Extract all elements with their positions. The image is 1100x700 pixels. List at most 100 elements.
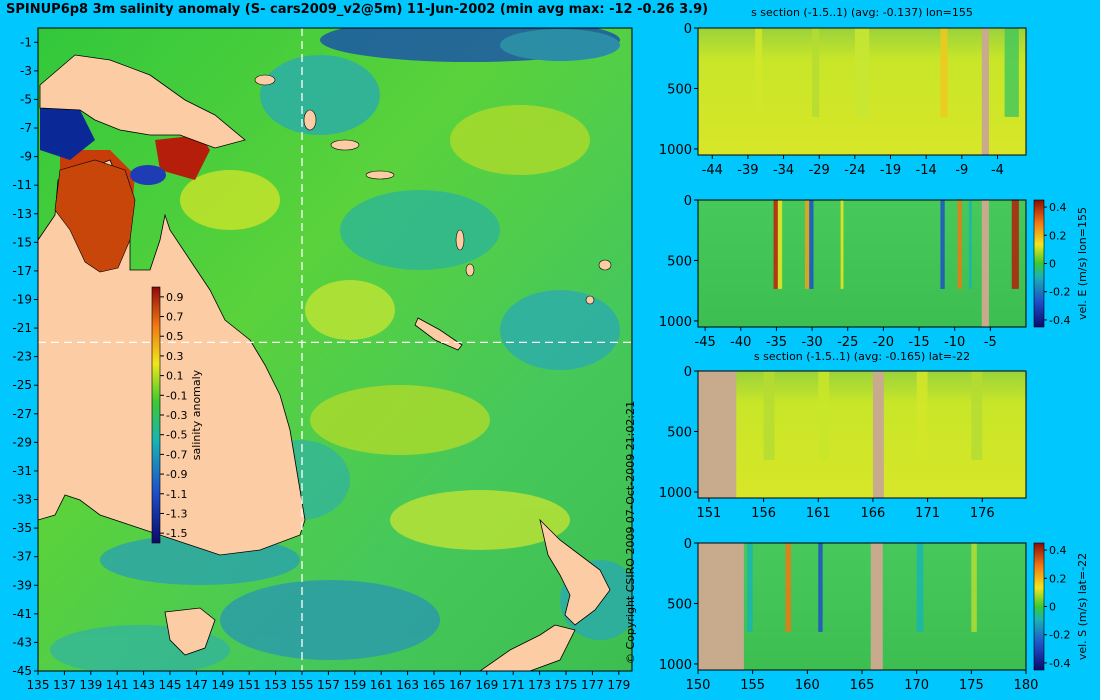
section-x-tick-label: -30 [801,335,822,350]
section-streak [747,543,753,632]
png-anomaly-blue [40,100,95,160]
land-islands [254,74,612,305]
section-y-tick-label: 500 [667,425,692,440]
colorbar-tick-label: -0.5 [166,429,187,442]
section-streak [1011,200,1019,289]
land-new-zealand-north [539,518,611,626]
map-y-tick-label: -29 [12,435,32,449]
map-x-tick-label: 177 [581,678,604,692]
colorbar-tick-label: -0.7 [166,448,187,461]
section-x-tick-label: 180 [1014,678,1039,693]
section-y-tick-label: 1000 [659,315,692,330]
velocity-colorbar [1033,199,1045,328]
section-y-tick-label: 0 [684,365,692,380]
colorbar-tick-label: -0.9 [166,468,187,481]
section-x-tick-label: 155 [740,678,765,693]
velocity-colorbar-tick-label: -0.2 [1049,286,1070,299]
section-streak [777,200,783,289]
section-x-tick-label: -34 [773,163,794,178]
section-x-tick-label: -39 [737,163,758,178]
seabed-column [872,371,884,498]
map-x-tick-label: 163 [396,678,419,692]
section-x-tick-label: 176 [970,506,995,521]
velocity-colorbar-tick-label: -0.4 [1049,657,1070,670]
map-x-tick-label: 175 [555,678,578,692]
colorbar-tick-label: -0.3 [166,409,187,422]
salinity-colorbar-gradient [151,286,161,544]
map-y-tick-label: -1 [20,35,32,49]
section-field [698,371,1026,498]
section-x-tick-label: -20 [873,335,894,350]
section-y-tick-label: 0 [684,537,692,552]
colorbar-tick-label: -1.3 [166,507,187,520]
section-x-tick-label: -9 [955,163,968,178]
section-x-tick-label: -45 [695,335,716,350]
map-y-tick-label: -11 [12,178,32,192]
seabed-column [981,28,989,155]
section-y-tick-label: 1000 [659,658,692,673]
velocity-colorbar [1033,542,1045,671]
map-y-tick-label: -7 [20,121,32,135]
section-x-tick-label: 160 [795,678,820,693]
map-y-tick-label: -13 [12,207,32,221]
map-x-tick-label: 169 [475,678,498,692]
section-y-tick-label: 0 [684,194,692,209]
png-anomaly-red [155,135,210,180]
map-y-tick-label: -37 [12,550,32,564]
section-x-tick-label: 165 [850,678,875,693]
section-title: s section (-1.5..1) (avg: -0.165) lat=-2… [754,350,970,363]
section-x-tick-label: 166 [861,506,886,521]
section-streak [785,543,791,632]
velocity-colorbar-tick-label: 0 [1049,258,1056,271]
section-streak [971,543,977,632]
section-streak [968,200,972,289]
velocity-colorbar-label: vel. S (m/s) lat=-22 [1076,553,1089,660]
section-x-tick-label: -40 [730,335,751,350]
section-x-tick-label: 150 [686,678,711,693]
ocean-eddies [50,28,632,671]
section-streak [854,28,870,117]
map-x-tick-label: 141 [106,678,129,692]
map-y-tick-label: -15 [12,235,32,249]
section-y-tick-label: 0 [684,22,692,37]
section-y-tick-label: 1000 [659,486,692,501]
map-y-tick-label: -23 [12,350,32,364]
section-y-tick-label: 500 [667,254,692,269]
velocity-colorbar-tick-label: 0.2 [1049,572,1067,585]
section-streak [763,371,775,460]
section-streak [818,543,823,632]
section-streak [971,371,983,460]
section-x-tick-label: -19 [880,163,901,178]
map-x-tick-label: 149 [211,678,234,692]
section-streak [773,200,778,289]
section-panels: s section (-1.5..1) (avg: -0.137) lon=15… [659,6,1089,693]
section-x-tick-label: 161 [806,506,831,521]
section-y-tick-label: 1000 [659,143,692,158]
velocity-colorbar-label: vel. E (m/s) lon=155 [1076,207,1089,320]
map-y-tick-label: -41 [12,607,32,621]
section-x-tick-label: 151 [697,506,722,521]
section-streak [940,200,945,289]
section-streak [812,28,820,117]
velocity-colorbar-tick-label: -0.4 [1049,314,1070,327]
section-streak [957,200,962,289]
map-x-tick-label: 161 [370,678,393,692]
map-y-tick-label: -19 [12,292,32,306]
section-y-tick-label: 500 [667,82,692,97]
map-x-tick-label: 135 [27,678,50,692]
velocity-colorbar-tick-label: 0.4 [1049,201,1067,214]
section-field [698,200,1026,327]
section-title: s section (-1.5..1) (avg: -0.137) lon=15… [751,6,973,19]
colorbar-tick-label: 0.3 [166,350,184,363]
colorbar-tick-label: 0.7 [166,311,184,324]
map-y-tick-label: -35 [12,521,32,535]
velocity-colorbar-tick-label: 0.4 [1049,544,1067,557]
map-y-tick-label: -31 [12,464,32,478]
copyright-text: © Copyright CSIRO 2009 07-Oct-2009 21:02… [624,400,637,664]
map-x-axis: 135 137 139 141 143 145 147 149 151 153 155 157 159 1… [27,671,630,692]
seabed-column [981,200,989,327]
map-y-tick-label: -3 [20,64,32,78]
gulf-water [54,159,136,273]
section-streak [755,28,763,117]
map-y-tick-label: -27 [12,407,32,421]
